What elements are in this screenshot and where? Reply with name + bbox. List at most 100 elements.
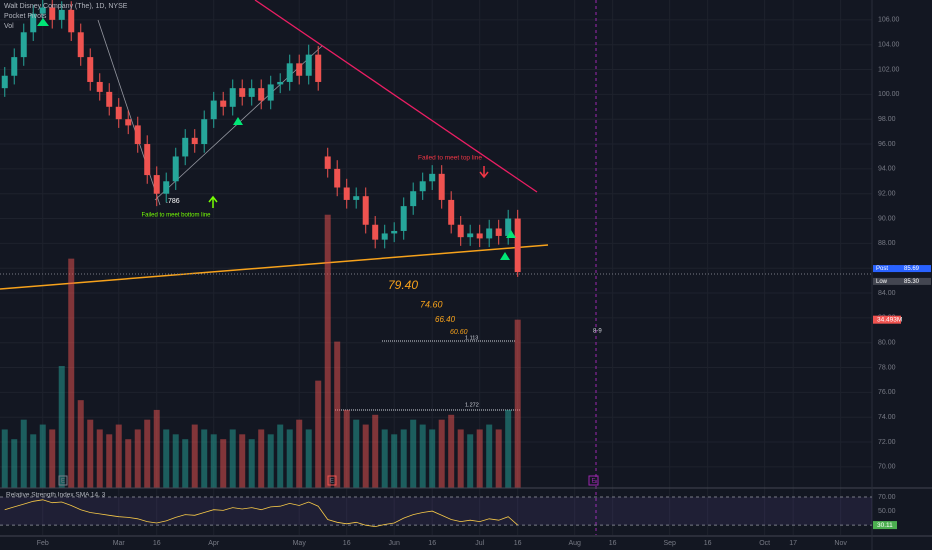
- post-badge-bg: [873, 265, 931, 273]
- rsi-last-value-bg: [873, 521, 897, 530]
- svg-text:E: E: [61, 479, 65, 485]
- volume-bar: [39, 424, 46, 488]
- volume-bar: [372, 414, 379, 488]
- volume-bar: [248, 439, 255, 488]
- volume-bar: [58, 366, 65, 488]
- candle-body: [134, 125, 141, 145]
- volume-bar: [324, 214, 331, 488]
- y-tick-label: 76.00: [878, 389, 896, 396]
- y-tick-label: 94.00: [878, 166, 896, 173]
- candle-body: [315, 54, 322, 82]
- volume-last-label-bg: [873, 315, 901, 324]
- annotation: 79.40: [388, 278, 418, 292]
- volume-bar: [267, 434, 274, 488]
- y-tick-label: 70.00: [878, 464, 896, 471]
- candle-body: [277, 81, 284, 85]
- rsi-tick-label: 70.00: [878, 494, 896, 501]
- candle-body: [210, 100, 217, 120]
- y-tick-label: 88.00: [878, 240, 896, 247]
- low-value: 85.30: [904, 279, 920, 285]
- x-tick-label: 16: [428, 540, 436, 547]
- volume-bar: [134, 429, 141, 488]
- x-tick-label: 17: [789, 540, 797, 547]
- candle-body: [115, 106, 122, 120]
- candle-body: [125, 119, 132, 126]
- volume-bar: [486, 424, 493, 488]
- candle-body: [77, 32, 84, 58]
- arrow-down: [479, 166, 489, 179]
- volume-bar: [391, 434, 398, 488]
- annotation: 1.113: [465, 335, 478, 341]
- volume-bar: [334, 341, 341, 488]
- resistance-trendline: [254, 0, 538, 193]
- candle-body: [220, 100, 227, 107]
- annotation: .786: [166, 198, 180, 205]
- candle-body: [191, 137, 198, 145]
- volume-bar: [87, 419, 94, 488]
- volume-bar: [353, 419, 360, 488]
- candle-body: [324, 156, 331, 169]
- x-tick-label: Aug: [568, 540, 581, 547]
- support-trendline: [0, 244, 549, 290]
- volume-bar: [96, 429, 103, 488]
- volume-bar: [429, 429, 436, 488]
- y-tick-label: 90.00: [878, 215, 896, 222]
- x-tick-label: Jul: [475, 540, 484, 547]
- candle-body: [438, 173, 445, 200]
- volume-bar: [210, 434, 217, 488]
- y-tick-label: 104.00: [878, 42, 900, 49]
- volume-bar: [400, 429, 407, 488]
- volume-bar: [315, 380, 322, 488]
- x-tick-label: 16: [343, 540, 351, 547]
- candle-body: [106, 91, 113, 107]
- x-tick-label: Apr: [208, 540, 220, 547]
- volume-bar: [153, 409, 160, 488]
- volume-bar: [495, 429, 502, 488]
- volume-bar: [239, 434, 246, 488]
- earnings-marker: E: [58, 475, 68, 486]
- annotation: 1.272: [465, 402, 479, 408]
- volume-bar: [258, 429, 265, 488]
- low-label: Low: [876, 279, 888, 285]
- rsi-tick-label: 50.00: [878, 508, 896, 515]
- annotation: 74.60: [420, 299, 443, 309]
- pivot-arrow: [233, 117, 243, 125]
- volume-bar: [125, 439, 132, 488]
- chart-title: Walt Disney Company (The), 1D, NYSE: [4, 3, 128, 10]
- candle-body: [296, 63, 303, 76]
- rsi-line: [4, 499, 518, 528]
- candle-body: [505, 218, 512, 236]
- candle-body: [372, 224, 379, 240]
- volume-bar: [505, 409, 512, 488]
- annotation: Failed to meet top line: [418, 155, 482, 162]
- volume-bar: [277, 424, 284, 488]
- x-tick-label: 16: [704, 540, 712, 547]
- post-value: 85.69: [904, 266, 920, 272]
- y-tick-label: 72.00: [878, 439, 896, 446]
- rsi-title: Relative Strength Index SMA 14, 3: [6, 492, 106, 499]
- candle-body: [11, 57, 18, 76]
- volume-bar: [68, 258, 75, 488]
- candle-body: [153, 175, 160, 194]
- candle-body: [381, 233, 388, 240]
- earnings-marker: E: [588, 475, 599, 486]
- earnings-marker: E: [327, 475, 337, 486]
- rsi-last-value: 30.11: [877, 522, 893, 529]
- y-tick-label: 78.00: [878, 364, 896, 371]
- volume-bar: [343, 409, 350, 488]
- svg-text:E: E: [330, 479, 334, 485]
- candle-body: [305, 54, 312, 76]
- volume-bar: [30, 434, 37, 488]
- x-tick-label: 16: [514, 540, 522, 547]
- y-tick-label: 98.00: [878, 116, 896, 123]
- candle-body: [96, 81, 103, 92]
- annotation: 8-9: [593, 329, 602, 335]
- pivot-arrow: [37, 18, 49, 26]
- y-tick-label: 74.00: [878, 414, 896, 421]
- volume-bar: [182, 439, 189, 488]
- candle-body: [400, 206, 407, 231]
- x-tick-label: Nov: [834, 540, 847, 547]
- volume-bar: [229, 429, 236, 488]
